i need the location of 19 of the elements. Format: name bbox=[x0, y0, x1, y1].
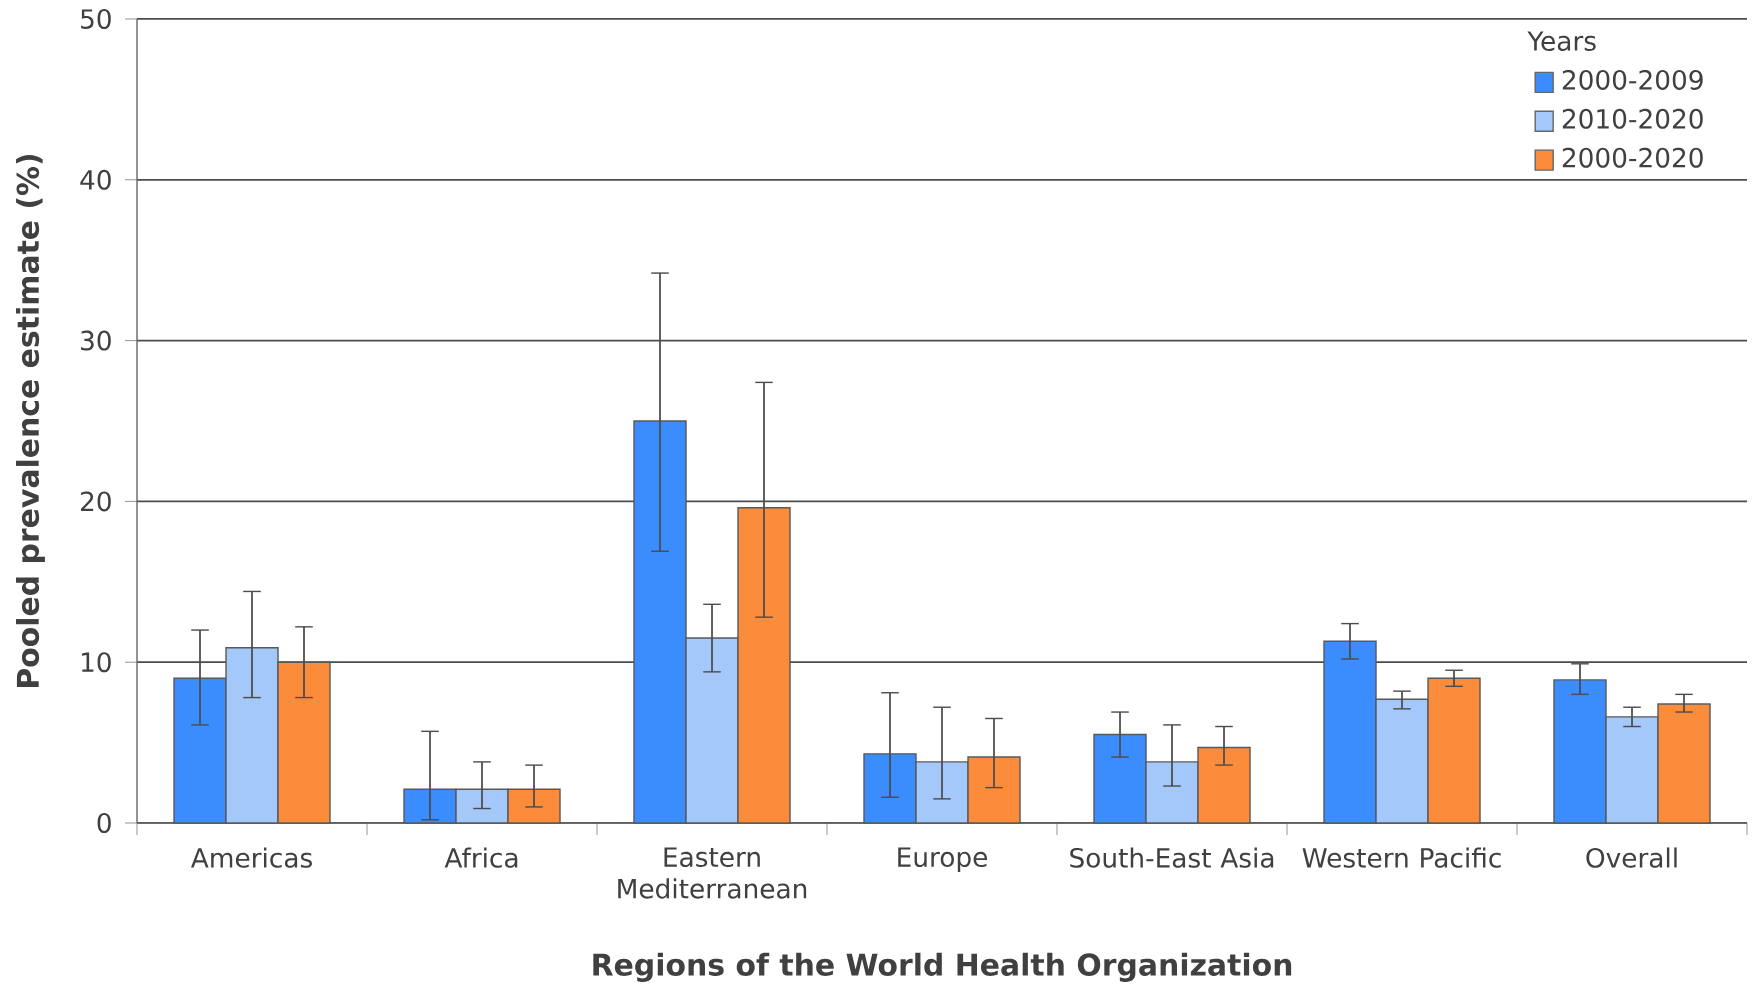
x-tick-label: Europe bbox=[898, 847, 988, 873]
y-tick-label: 10 bbox=[81, 652, 111, 673]
x-tick-label: Americas bbox=[190, 847, 312, 868]
x-tick-label: South-East Asia bbox=[1070, 847, 1274, 868]
legend-label: 2010-2020 bbox=[1562, 108, 1703, 129]
legend-label: 2000-2020 bbox=[1562, 147, 1703, 168]
legend-title: Years bbox=[1527, 31, 1596, 51]
x-tick-label: Eastern Mediterranean bbox=[618, 847, 807, 899]
y-tick-label: 0 bbox=[97, 813, 111, 833]
y-axis-title: Pooled prevalence estimate (%) bbox=[15, 154, 45, 687]
x-axis-title: Regions of the World Health Organization bbox=[593, 952, 1292, 982]
y-tick-label: 30 bbox=[81, 330, 111, 351]
x-tick-label: Western Pacific bbox=[1302, 847, 1501, 868]
legend-label: 2000-2009 bbox=[1562, 69, 1703, 90]
y-tick-label: 50 bbox=[81, 9, 111, 29]
x-tick-label: Africa bbox=[444, 847, 518, 868]
y-tick-label: 20 bbox=[80, 491, 111, 512]
y-tick-label: 40 bbox=[80, 169, 111, 190]
x-tick-label: Overall bbox=[1586, 847, 1677, 868]
